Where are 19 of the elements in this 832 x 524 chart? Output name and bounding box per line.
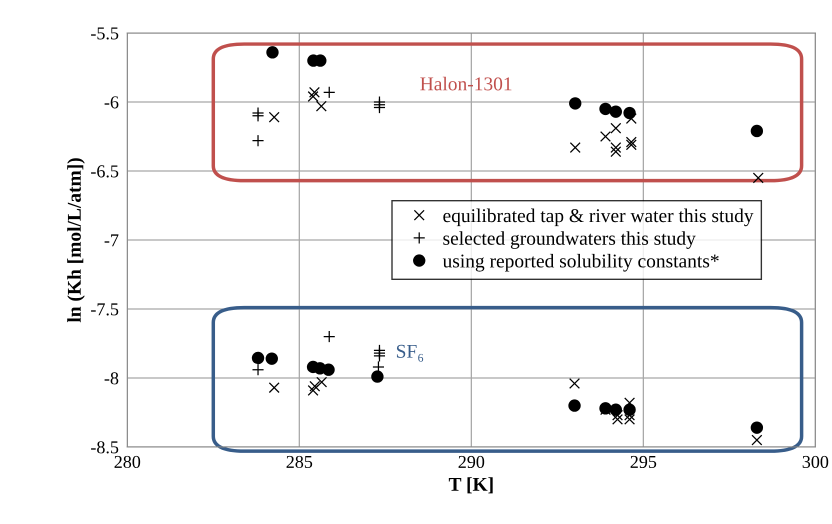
- x-tick-label: 290: [458, 456, 484, 468]
- y-tick-label: -7: [104, 234, 118, 246]
- y-tick-label: -8: [104, 372, 118, 384]
- x-tick-label: 300: [802, 456, 828, 468]
- legend-label: equilibrated tap & river water this study: [443, 208, 754, 226]
- annotation: SF₆: [396, 344, 424, 362]
- x-axis-title: T [K]: [448, 477, 493, 494]
- x-tick-label: 280: [114, 456, 140, 468]
- y-tick-label: -6: [104, 96, 118, 108]
- y-tick-label: -5.5: [91, 27, 118, 40]
- x-tick-label: 295: [630, 456, 656, 468]
- y-tick-label: -7.5: [91, 303, 118, 316]
- legend-label: using reported solubility constants*: [442, 254, 719, 272]
- annotation: Halon-1301: [420, 76, 512, 90]
- legend-label: selected groundwaters this study: [443, 231, 696, 249]
- x-tick-label: 285: [286, 456, 312, 468]
- y-axis-title: ln (Kh [mol/L/atm]): [67, 158, 85, 322]
- y-tick-label: -8.5: [91, 441, 118, 454]
- y-tick-label: -6.5: [91, 165, 118, 178]
